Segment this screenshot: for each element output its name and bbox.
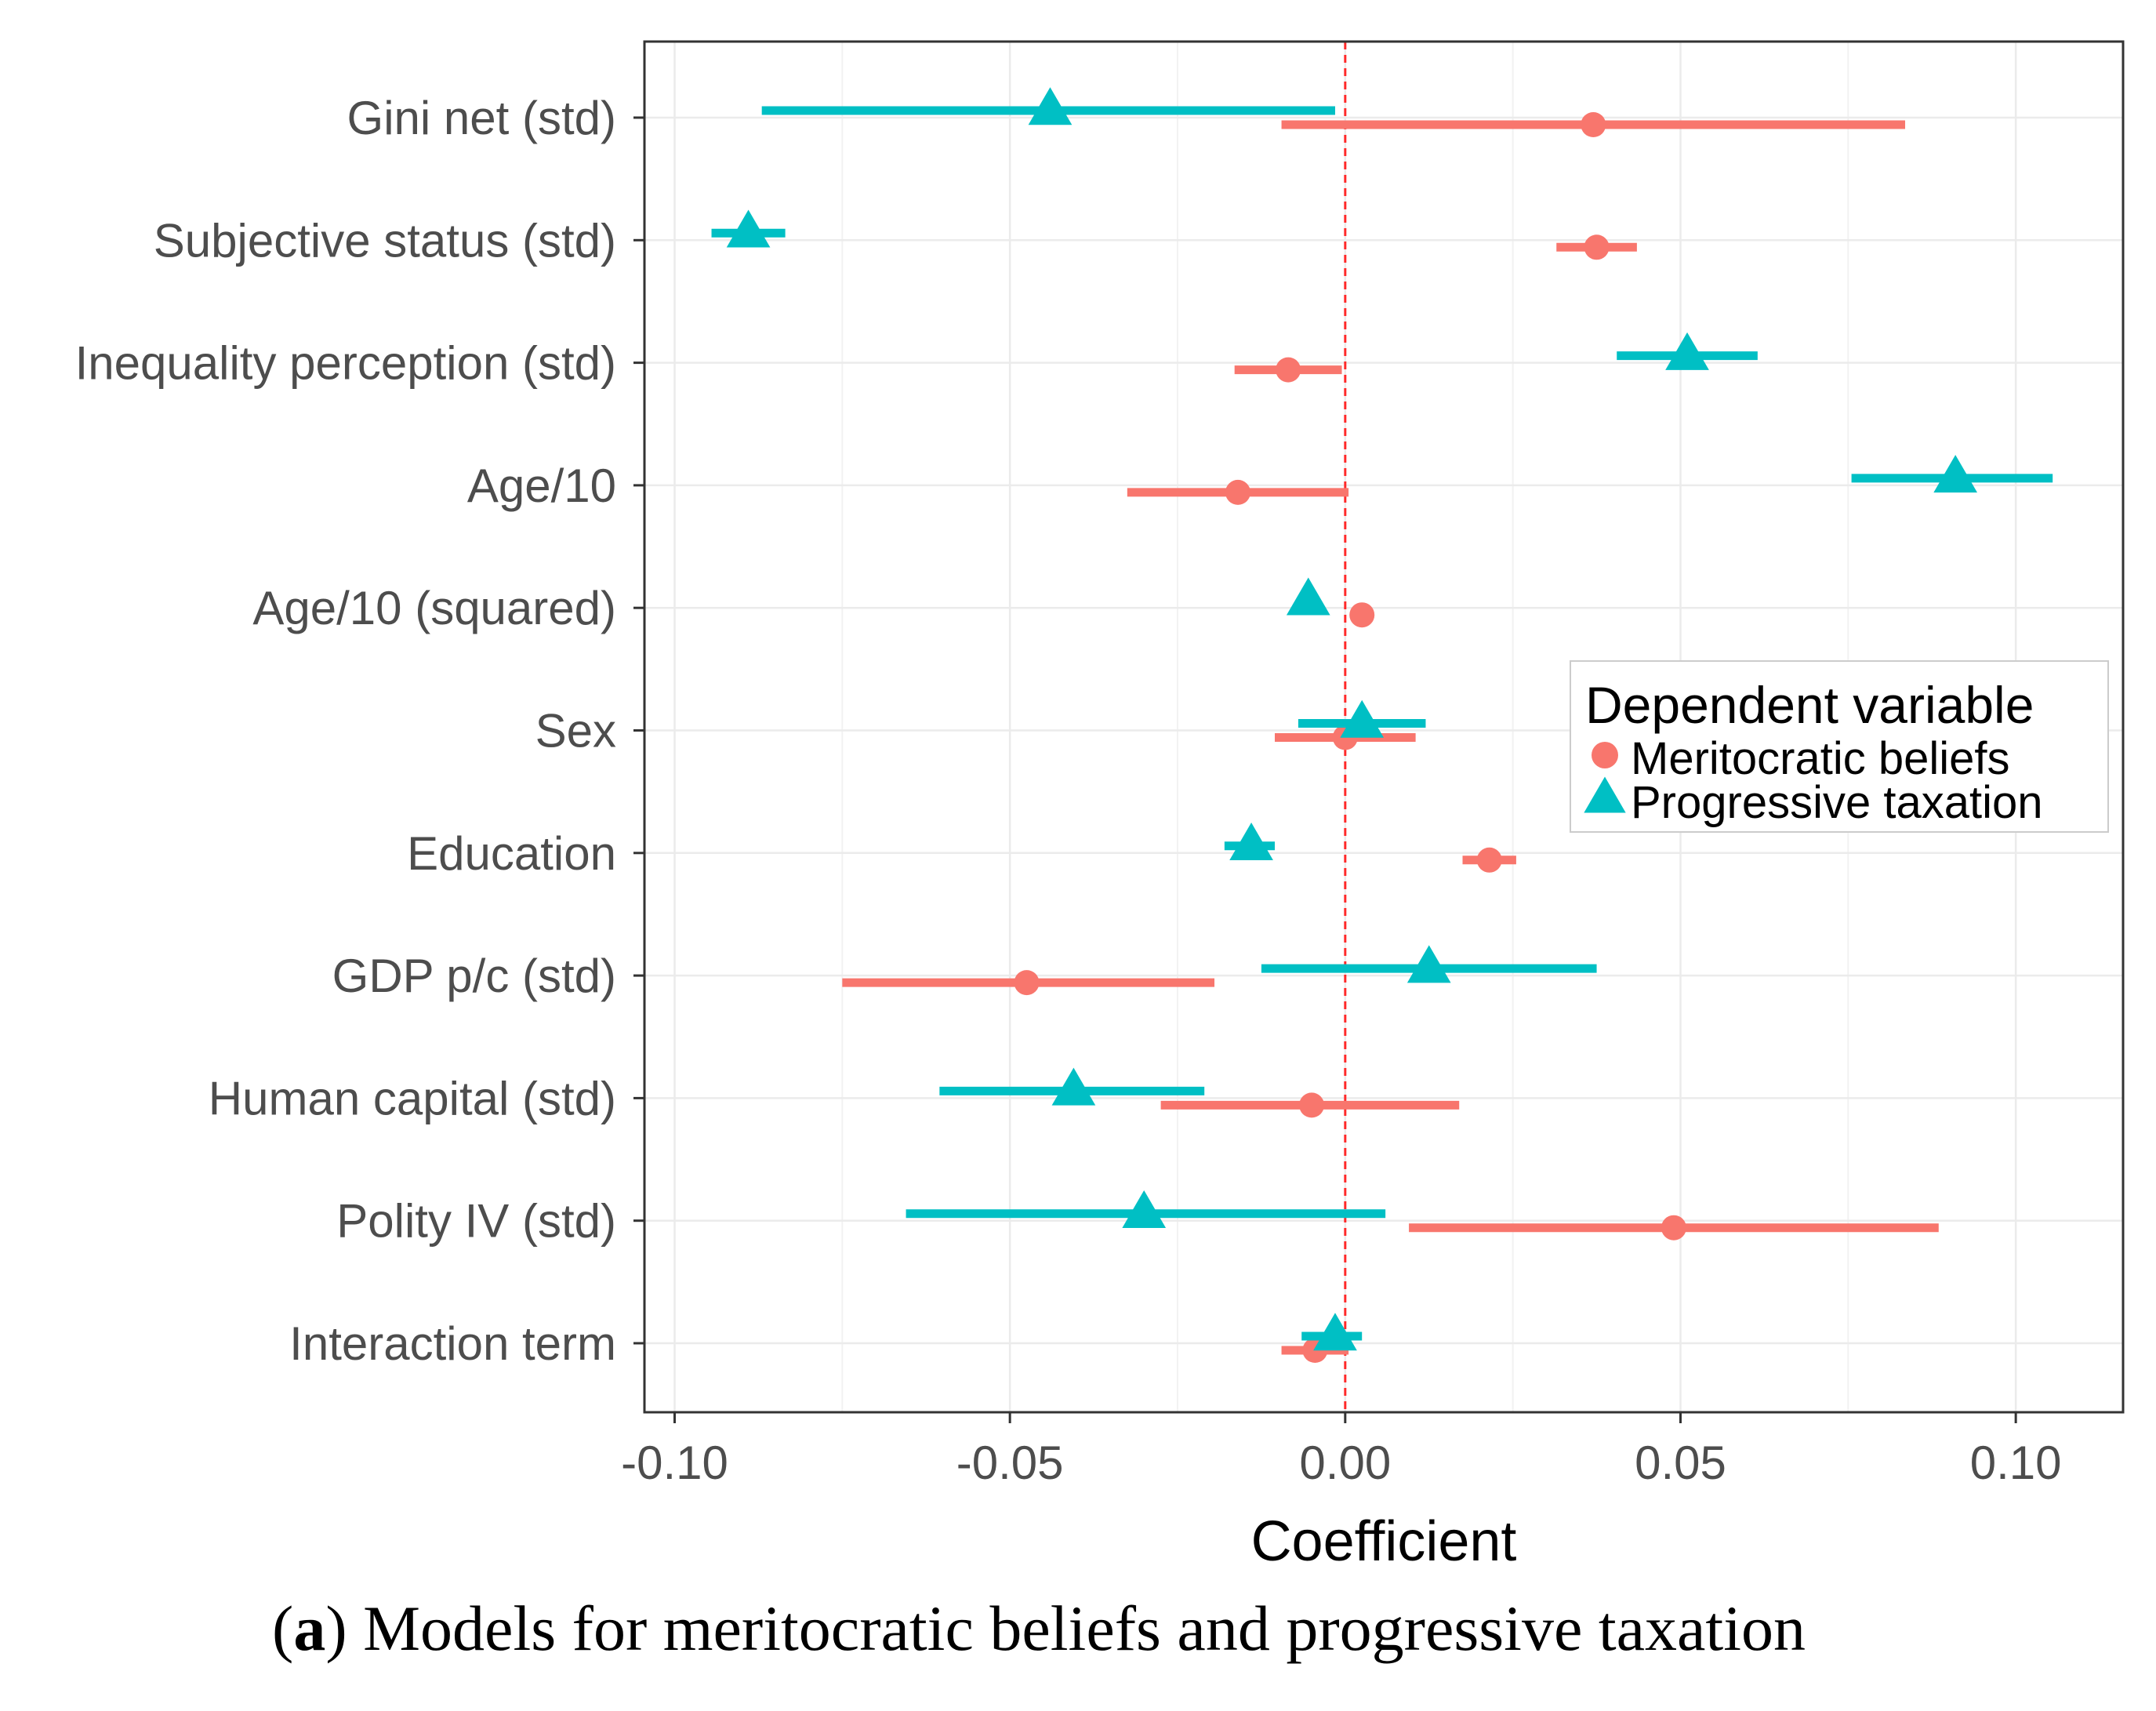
figure-caption: (a) Models for meritocratic beliefs and … [272,1593,1806,1664]
caption-text: Models for meritocratic beliefs and prog… [363,1593,1806,1664]
point-gini-net-std [1028,87,1073,125]
point-gini-net-std [1581,112,1606,137]
point-inequality-perception-std [1665,332,1709,370]
point-inequality-perception-std [1276,357,1301,383]
x-axis-title: Coefficient [1251,1510,1517,1573]
point-age-10-squared [1286,577,1330,616]
y-tick-label: Interaction term [289,1317,616,1370]
y-tick-label: Subjective status (std) [154,214,616,267]
y-axis: Gini net (std) Subjective status (std) Ine… [75,92,644,1370]
series-marks [711,87,2053,1363]
y-tick-label: Age/10 (squared) [252,582,616,634]
x-tick-label: -0.05 [956,1437,1064,1489]
point-human-capital-std [1051,1067,1096,1106]
x-tick-label: 0.00 [1299,1437,1391,1489]
y-tick-label: Polity IV (std) [336,1195,616,1248]
y-tick-label: Gini net (std) [347,92,616,144]
point-age-10 [1933,455,1978,493]
y-tick-label: Human capital (std) [209,1072,616,1124]
y-tick-label: GDP p/c (std) [332,950,616,1002]
point-gdp-p-c-std [1014,970,1040,996]
y-tick-label: Age/10 [467,460,616,512]
series-progressive-taxation [711,87,2053,1351]
point-subjective-status-std [726,209,771,248]
legend-title: Dependent variable [1585,676,2034,734]
point-sex [1340,699,1385,738]
y-tick-label: Sex [535,705,616,757]
y-tick-label: Education [407,827,616,880]
legend: Dependent variable Meritocratic beliefs … [1570,660,2109,833]
x-tick-label: 0.10 [1970,1437,2062,1489]
point-age-10 [1225,479,1250,505]
point-education [1476,847,1502,873]
point-gdp-p-c-std [1406,945,1451,983]
point-interaction-term [1313,1313,1357,1351]
x-tick-label: -0.10 [621,1437,728,1489]
panel-border [643,40,2125,1414]
point-polity-iv-std [1661,1215,1686,1241]
grid-lines [644,42,2123,1412]
y-tick-label: Inequality perception (std) [75,337,616,390]
point-subjective-status-std [1584,234,1610,260]
legend-box [1570,660,2109,833]
x-tick-label: 0.05 [1635,1437,1726,1489]
point-education [1229,823,1273,861]
point-human-capital-std [1299,1092,1325,1118]
point-polity-iv-std [1122,1190,1167,1228]
caption-label: a [293,1593,326,1664]
legend-key-progressive [1584,776,1626,813]
x-axis: -0.10 -0.05 0.00 0.05 0.10 [621,1412,2062,1489]
legend-label-progressive: Progressive taxation [1631,777,2042,828]
legend-key-meritocratic [1592,742,1618,768]
point-age-10-squared [1349,602,1375,628]
legend-label-meritocratic: Meritocratic beliefs [1631,733,2009,784]
